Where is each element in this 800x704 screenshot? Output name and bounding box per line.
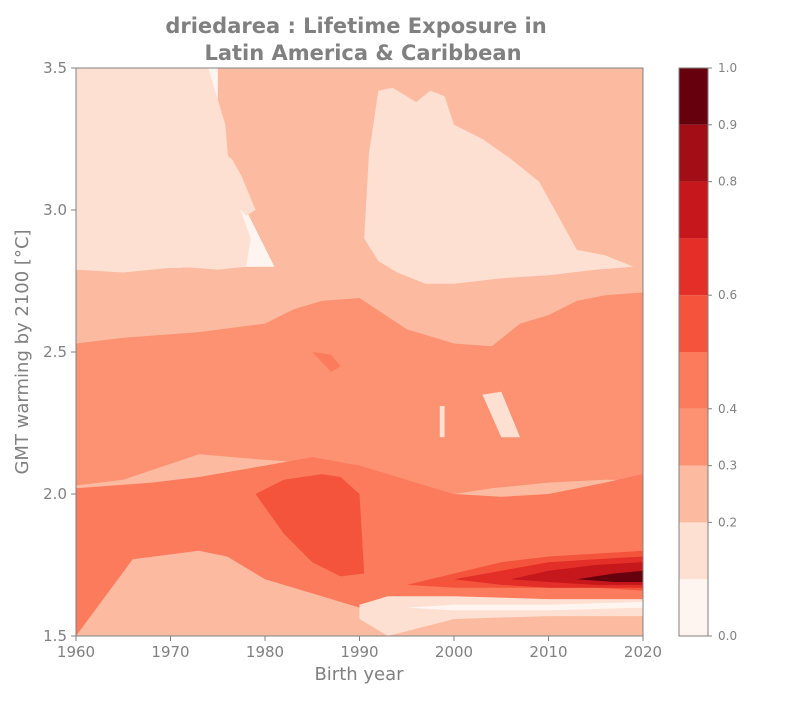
colorbar-segment [679,124,708,182]
contour-region-14 [439,406,445,438]
x-tick-label: 1990 [340,643,378,661]
colorbar-tick-label: 0.0 [718,629,737,643]
x-tick-label: 1970 [151,643,189,661]
colorbar-tick-label: 0.9 [718,118,737,132]
y-axis: 1.5 2.0 2.5 3.0 3.5 [43,59,76,645]
colorbar-segment [679,68,708,125]
contour-region-15 [482,391,521,438]
colorbar-tick-label: 0.4 [718,402,737,416]
x-tick-label: 2000 [435,643,473,661]
colorbar-segment [679,295,708,352]
colorbar-segment [679,579,708,636]
colorbar-ticks: 0.0 0.2 0.3 0.4 0.6 0.8 0.9 1.0 [708,61,737,643]
contour-region-10 [576,570,643,582]
x-tick-label: 2010 [529,643,567,661]
contour-region-12 [406,601,643,611]
contour-region-13 [312,352,341,372]
y-tick-label: 3.0 [43,201,67,219]
x-axis-label: Birth year [314,664,404,685]
colorbar-tick-label: 0.8 [718,175,737,189]
contour-region-1 [76,68,251,273]
colorbar-segment [679,181,708,239]
contour-region-6 [255,474,365,577]
y-tick-label: 3.5 [43,59,67,77]
colorbar-segment [679,465,708,523]
colorbar-tick-label: 0.6 [718,288,737,302]
x-tick-label: 1980 [246,643,284,661]
colorbar-segment [679,522,708,580]
colorbar-segment [679,408,708,466]
colorbar-frame [678,67,709,637]
contour-region-3 [364,87,634,284]
chart-title-line-1: driedarea : Lifetime Exposure in [165,14,546,38]
chart-title: driedarea : Lifetime Exposure in Latin A… [165,14,546,65]
contour-region-4 [76,292,643,494]
y-tick-label: 1.5 [43,627,67,645]
x-tick-label: 2020 [624,643,662,661]
x-axis: 1960 1970 1980 1990 2000 2010 2020 [57,636,662,661]
colorbar-segment [679,352,708,409]
plot-area [76,68,643,636]
contour-region-2 [222,153,256,216]
y-axis-label: GMT warming by 2100 [°C] [12,229,33,474]
colorbar-tick-label: 1.0 [718,61,737,75]
colorbar [679,68,708,636]
y-tick-label: 2.5 [43,343,67,361]
y-tick-label: 2.0 [43,485,67,503]
chart-title-line-2: Latin America & Caribbean [204,41,521,65]
colorbar-tick-label: 0.2 [718,515,737,529]
x-tick-label: 1960 [57,643,95,661]
colorbar-tick-label: 0.3 [718,459,737,473]
colorbar-segment [679,238,708,296]
